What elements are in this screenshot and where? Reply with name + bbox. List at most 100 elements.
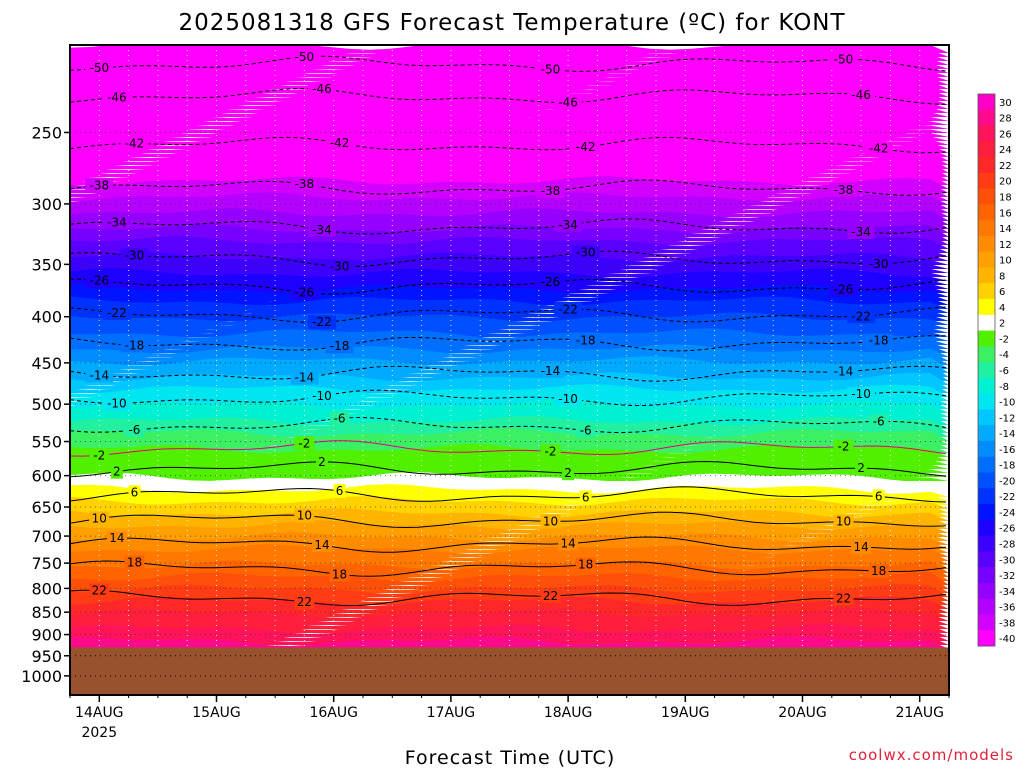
colorbar-swatch [978,188,995,205]
source-credit: coolwx.com/models [849,746,1014,764]
y-tick-label: 250 [31,123,62,142]
contour-line [70,460,947,478]
contour-label-bg [571,245,600,260]
contour-label: -22 [851,309,871,323]
contour-label-bg [833,591,854,606]
contour-label-bg [554,95,583,110]
colorbar-swatch [978,204,995,221]
contour-label-bg [571,333,600,348]
colorbar-swatch [978,299,995,316]
contour-label-bg [290,49,319,64]
contour-label-bg [833,439,854,454]
colorbar-swatch [978,409,995,426]
colorbar-swatch [978,535,995,552]
contour-label-bg [864,333,893,348]
colorbar-swatch [978,235,995,253]
y-tick-label: 950 [31,647,62,666]
chart-title: 2025081318 GFS Forecast Temperature (ºC)… [178,10,845,36]
y-tick-label: 1000 [21,667,62,686]
contour-label-bg [329,567,350,582]
contour-label-bg [311,538,332,553]
contour-label: -50 [295,50,315,64]
contour-label: -18 [576,333,596,347]
contour-label: -30 [869,257,889,271]
contour-label-bg [120,338,149,353]
contour-label: -26 [541,275,561,289]
contour-label: 2 [113,465,121,479]
contour-label: -46 [558,96,578,110]
contour-label-bg [124,423,145,438]
contour-label-bg [85,273,114,288]
contour-label-bg [536,183,565,198]
contour-label-bg [307,82,336,97]
x-tick-year: 2025 [81,725,117,741]
colorbar-label: 8 [999,271,1005,282]
colorbar-swatch [978,456,995,474]
contour-label-bg [829,52,858,67]
contour-line [70,589,947,607]
colorbar-label: -4 [999,350,1009,361]
colorbar-swatch [978,551,995,568]
colorbar-swatch [978,377,995,395]
contour-label: 6 [875,490,883,504]
contour-line [70,536,947,553]
contour-label: 22 [297,595,312,609]
y-tick-label: 350 [31,255,62,274]
contour-label-bg [294,595,315,610]
contour-label-bg [575,557,596,572]
colorbar-label: 14 [999,224,1012,235]
contour-line [70,560,947,577]
contour-label: -18 [125,338,145,352]
contour-label-bg [829,282,858,297]
contour-label: -14 [89,368,109,382]
contour-label-bg [110,464,123,479]
contour-label: -18 [330,339,350,353]
contour-label: -34 [558,218,578,232]
y-tick-label: 450 [31,354,62,373]
colorbar-swatch [978,393,995,410]
contour-label: -38 [295,177,315,191]
colorbar-label: -30 [999,555,1015,566]
colorbar-label: 10 [999,256,1012,267]
contour-label-bg [315,454,328,469]
contour-label-bg [89,583,110,598]
contour-label-bg [294,436,315,451]
contour-label-bg [872,489,885,504]
colorbar-swatch [978,488,995,505]
contour-label: -50 [89,61,109,75]
contour-label: -46 [312,82,332,96]
contour-label-bg [571,140,600,155]
y-tick-label: 600 [31,467,62,486]
contour-label: -14 [834,365,854,379]
x-tick-label: 19AUG [661,705,710,721]
contour-label: 18 [127,555,142,569]
contour-label-bg [868,414,889,429]
contour-label-bg [868,564,889,579]
contour-label: -50 [834,52,854,66]
plot-area: -50 -50 -50 -50 -46 -46 -46 -46 -42 -42 -42 -42 -38 -… [70,45,949,695]
colorbar-swatch [978,504,995,521]
colorbar-label: -6 [999,366,1009,377]
colorbar-swatch [978,567,995,584]
contour-label: -42 [330,136,350,150]
contour-label-bg [579,490,592,505]
contour-label: 14 [109,531,124,545]
contour-label: 6 [131,485,139,499]
contour-label-bg [85,368,114,383]
colorbar-swatch [978,267,995,284]
contour-label: -26 [89,274,109,288]
y-tick-label: 750 [31,554,62,573]
colorbar-swatch [978,630,995,647]
contour-label: -10 [558,392,578,406]
y-tick-label: 300 [31,195,62,214]
colorbar-label: 12 [999,240,1012,251]
contour-label: 10 [297,509,312,523]
colorbar-swatch [978,141,995,158]
contour-label: -30 [330,259,350,273]
contour-label: 14 [314,538,329,552]
contour-label-bg [89,511,110,526]
contour-label: 14 [853,540,868,554]
x-axis-label: Forecast Time (UTC) [405,747,615,768]
colorbar-label: -26 [999,524,1015,535]
contour-line [70,511,947,529]
